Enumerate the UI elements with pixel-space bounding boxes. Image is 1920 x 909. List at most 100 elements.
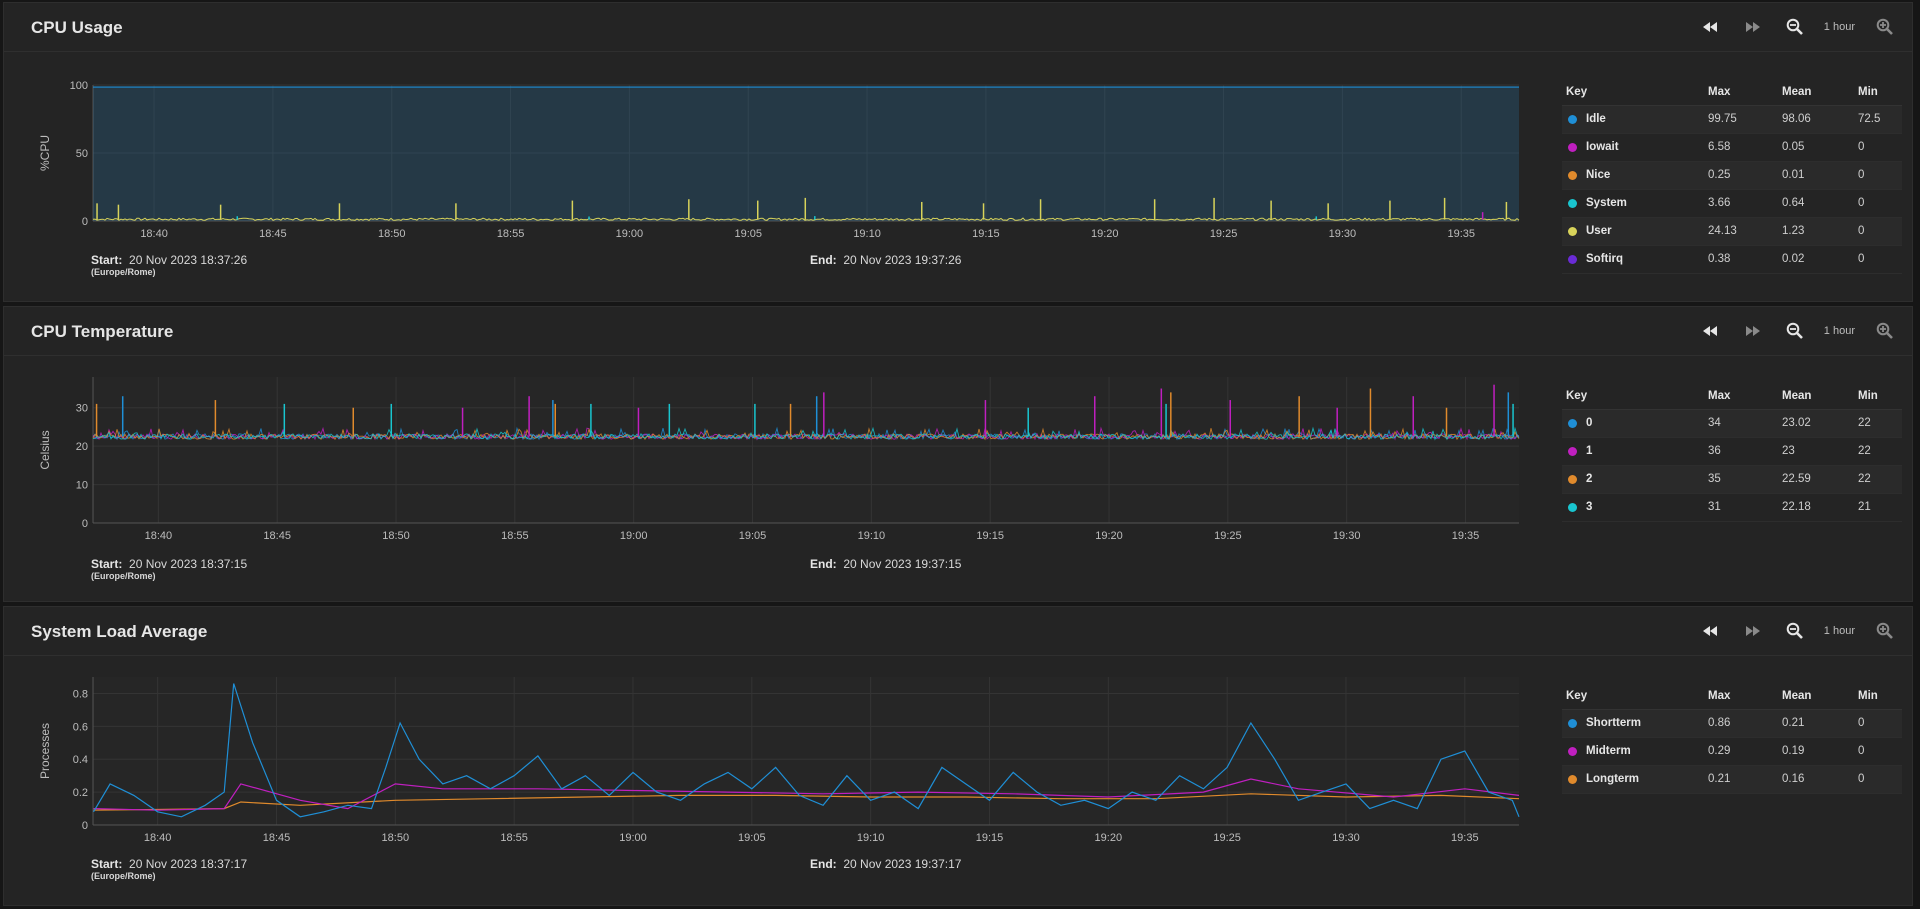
- legend-mean: 23: [1782, 445, 1795, 457]
- rewind-icon: [1703, 326, 1717, 336]
- legend-max: 3.66: [1708, 197, 1731, 209]
- legend-row[interactable]: Idle 99.75 98.06 72.5: [1562, 106, 1902, 134]
- legend-row[interactable]: System 3.66 0.64 0: [1562, 190, 1902, 218]
- legend-color-swatch: [1568, 227, 1577, 236]
- legend-header-key: Key: [1566, 86, 1588, 98]
- legend-color-swatch: [1568, 503, 1577, 512]
- x-tick-label: 19:30: [1332, 832, 1360, 844]
- legend-row[interactable]: User 24.13 1.23 0: [1562, 218, 1902, 246]
- card-title: CPU Temperature: [31, 322, 174, 341]
- x-tick-label: 19:25: [1210, 228, 1238, 240]
- fast-forward-button[interactable]: [1742, 321, 1764, 341]
- legend-header-min: Min: [1858, 390, 1878, 402]
- x-tick-label: 19:20: [1091, 228, 1119, 240]
- rewind-button[interactable]: [1699, 321, 1721, 341]
- legend-mean: 23.02: [1782, 417, 1811, 429]
- legend-min: 22: [1858, 417, 1871, 429]
- x-tick-label: 19:35: [1451, 832, 1479, 844]
- legend-max: 0.29: [1708, 745, 1731, 757]
- legend-row[interactable]: 1 36 23 22: [1562, 438, 1902, 466]
- legend-mean: 1.23: [1782, 225, 1805, 237]
- legend-row[interactable]: 2 35 22.59 22: [1562, 466, 1902, 494]
- zoom-out-button[interactable]: [1784, 17, 1806, 37]
- x-tick-label: 18:50: [382, 832, 410, 844]
- zoom-out-button[interactable]: [1784, 321, 1806, 341]
- legend-min: 21: [1858, 501, 1871, 513]
- legend-table: Key Max Mean Min Idle 99.75 98.06 72.5 Iowait 6.5…: [1562, 81, 1902, 274]
- x-tick-label: 19:10: [858, 530, 886, 542]
- legend-color-swatch: [1568, 419, 1577, 428]
- series-line-shortterm: [92, 683, 1520, 818]
- legend-min: 22: [1858, 445, 1871, 457]
- system-load-chart[interactable]: 18:40 18:45 18:50 18:55 19:00 19:05 19:10 19:15…: [4, 607, 1544, 847]
- rewind-button[interactable]: [1699, 621, 1721, 641]
- legend-min: 0: [1858, 773, 1865, 785]
- y-tick-label: 0: [82, 216, 88, 228]
- cpu-usage-chart[interactable]: 18:40 18:45 18:50 18:55 19:00 19:05 19:10 19:15…: [4, 3, 1544, 243]
- legend-max: 0.38: [1708, 253, 1731, 265]
- legend-min: 0: [1858, 225, 1865, 237]
- fast-forward-button[interactable]: [1742, 621, 1764, 641]
- timezone: (Europe/Rome): [91, 267, 156, 277]
- legend-name: Nice: [1586, 169, 1611, 181]
- x-tick-label: 19:00: [616, 228, 644, 240]
- legend-header-mean: Mean: [1782, 86, 1812, 98]
- zoom-in-button[interactable]: [1874, 321, 1896, 341]
- start-time: Start: 20 Nov 2023 18:37:26: [91, 253, 248, 267]
- legend-min: 0: [1858, 253, 1865, 265]
- y-axis-label: Celsius: [38, 430, 52, 469]
- legend-row[interactable]: Midterm 0.29 0.19 0: [1562, 738, 1902, 766]
- zoom-in-button[interactable]: [1874, 17, 1896, 37]
- fast-forward-icon: [1746, 626, 1760, 636]
- legend-color-swatch: [1568, 775, 1577, 784]
- legend-color-swatch: [1568, 475, 1577, 484]
- legend-mean: 0.16: [1782, 773, 1805, 785]
- legend-max: 35: [1708, 473, 1721, 485]
- y-tick-label: 20: [76, 441, 88, 453]
- legend-name: Midterm: [1586, 745, 1631, 757]
- legend-row[interactable]: Iowait 6.58 0.05 0: [1562, 134, 1902, 162]
- cpu-temperature-chart[interactable]: 18:40 18:45 18:50 18:55 19:00 19:05 19:10 19:15…: [4, 307, 1544, 547]
- legend-min: 72.5: [1858, 113, 1881, 125]
- legend-row[interactable]: 3 31 22.18 21: [1562, 494, 1902, 522]
- y-tick-label: 0: [82, 518, 88, 530]
- rewind-button[interactable]: [1699, 17, 1721, 37]
- legend-row[interactable]: Shortterm 0.86 0.21 0: [1562, 710, 1902, 738]
- x-tick-label: 19:20: [1095, 832, 1123, 844]
- timezone: (Europe/Rome): [91, 571, 156, 581]
- x-tick-label: 19:15: [976, 832, 1004, 844]
- legend-row[interactable]: Nice 0.25 0.01 0: [1562, 162, 1902, 190]
- legend-header-mean: Mean: [1782, 690, 1812, 702]
- legend-max: 0.86: [1708, 717, 1731, 729]
- zoom-out-button[interactable]: [1784, 621, 1806, 641]
- x-tick-label: 18:40: [145, 530, 173, 542]
- legend-color-swatch: [1568, 199, 1577, 208]
- x-tick-label: 18:45: [263, 530, 291, 542]
- zoom-in-button[interactable]: [1874, 621, 1896, 641]
- legend-max: 36: [1708, 445, 1721, 457]
- legend-row[interactable]: Longterm 0.21 0.16 0: [1562, 766, 1902, 794]
- legend-max: 24.13: [1708, 225, 1737, 237]
- card-header: CPU Temperature 1 hour: [4, 307, 1912, 356]
- y-tick-label: 30: [76, 403, 88, 415]
- x-tick-label: 19:15: [976, 530, 1004, 542]
- card-header: CPU Usage 1 hour: [4, 3, 1912, 52]
- y-tick-label: 0.4: [73, 754, 88, 766]
- legend-color-swatch: [1568, 719, 1577, 728]
- series-line-user-baseline: [92, 217, 1520, 221]
- legend-row[interactable]: 0 34 23.02 22: [1562, 410, 1902, 438]
- x-tick-label: 18:40: [144, 832, 172, 844]
- legend-max: 0.25: [1708, 169, 1731, 181]
- x-tick-label: 18:45: [263, 832, 291, 844]
- legend-row[interactable]: Softirq 0.38 0.02 0: [1562, 246, 1902, 274]
- legend-color-swatch: [1568, 447, 1577, 456]
- y-tick-label: 0: [82, 820, 88, 832]
- x-tick-label: 19:00: [620, 530, 648, 542]
- series-baseline-3: [92, 426, 1520, 441]
- fast-forward-button[interactable]: [1742, 17, 1764, 37]
- y-tick-label: 50: [76, 148, 88, 160]
- legend-min: 22: [1858, 473, 1871, 485]
- y-tick-label: 100: [70, 80, 88, 92]
- y-axis-label: %CPU: [38, 135, 52, 171]
- x-tick-label: 18:55: [501, 530, 529, 542]
